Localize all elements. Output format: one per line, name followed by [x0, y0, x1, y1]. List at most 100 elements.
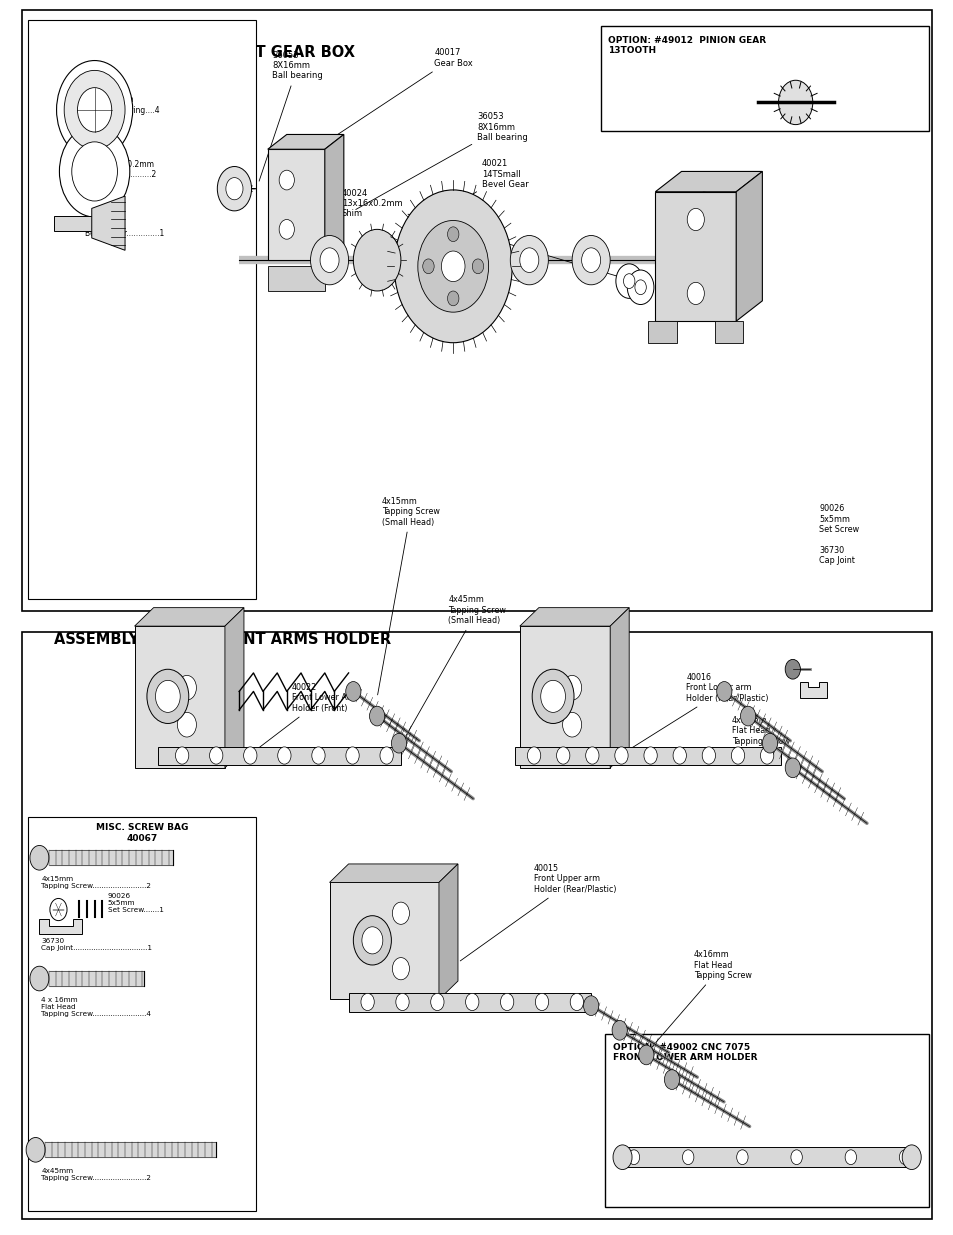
Text: 40015
Front Upper arm
Holder (Rear/Plastic): 40015 Front Upper arm Holder (Rear/Plast…	[459, 864, 616, 961]
Text: OPTION: #49012  PINION GEAR
13TOOTH: OPTION: #49012 PINION GEAR 13TOOTH	[608, 36, 765, 56]
Circle shape	[527, 747, 540, 764]
Text: 4x16mm
Flat Head
Tapping Screw: 4x16mm Flat Head Tapping Screw	[649, 950, 751, 1050]
Circle shape	[77, 88, 112, 132]
Circle shape	[663, 1070, 679, 1089]
Circle shape	[899, 1150, 910, 1165]
Bar	[605, 1034, 928, 1207]
Circle shape	[585, 747, 598, 764]
Polygon shape	[225, 608, 244, 768]
Bar	[714, 321, 742, 343]
Bar	[647, 321, 676, 343]
Text: 36730
Cap Joint: 36730 Cap Joint	[819, 546, 855, 566]
Circle shape	[147, 669, 189, 724]
Text: Use shims to adjust gear
mesh.: Use shims to adjust gear mesh.	[362, 248, 467, 267]
Circle shape	[392, 902, 409, 924]
Circle shape	[56, 61, 132, 159]
Polygon shape	[736, 172, 761, 321]
Text: 4 x 16mm
Flat Head
Tapping Screw........................4: 4 x 16mm Flat Head Tapping Screw........…	[41, 997, 152, 1018]
Circle shape	[392, 957, 409, 979]
Circle shape	[346, 747, 359, 764]
Circle shape	[639, 1045, 653, 1065]
Circle shape	[623, 274, 635, 289]
Circle shape	[210, 747, 223, 764]
Bar	[28, 20, 256, 599]
Polygon shape	[329, 883, 438, 999]
Circle shape	[30, 846, 49, 871]
Circle shape	[701, 747, 715, 764]
Circle shape	[422, 259, 434, 274]
Circle shape	[628, 1150, 639, 1165]
Text: 90026
5x5mm
Set Screw.......1: 90026 5x5mm Set Screw.......1	[108, 893, 164, 914]
Circle shape	[500, 993, 514, 1010]
Circle shape	[71, 142, 117, 201]
Circle shape	[532, 669, 574, 724]
Circle shape	[430, 993, 443, 1010]
Text: 40017
Gear Box: 40017 Gear Box	[317, 48, 473, 148]
Circle shape	[761, 734, 777, 753]
Circle shape	[441, 251, 464, 282]
Circle shape	[361, 926, 382, 953]
Text: 40024
13x16x0.2mm
Shim..............2: 40024 13x16x0.2mm Shim..............2	[99, 149, 156, 179]
Circle shape	[556, 747, 569, 764]
Circle shape	[510, 236, 548, 285]
Bar	[53, 216, 91, 231]
Text: 36053
8X16mm
Ball bearing....4: 36053 8X16mm Ball bearing....4	[99, 85, 160, 115]
Circle shape	[30, 966, 49, 990]
Circle shape	[562, 676, 581, 700]
Circle shape	[447, 291, 458, 306]
Circle shape	[686, 283, 703, 305]
Text: 36730
Cap Joint.................................1: 36730 Cap Joint.........................…	[41, 937, 152, 951]
Circle shape	[760, 747, 773, 764]
Text: 4x45mm
Tapping Screw
(Small Head): 4x45mm Tapping Screw (Small Head)	[397, 595, 506, 751]
Circle shape	[369, 706, 384, 726]
Circle shape	[243, 747, 256, 764]
Text: OPTION: #49002 CNC 7075
FRONT LOWER ARM HOLDER: OPTION: #49002 CNC 7075 FRONT LOWER ARM …	[613, 1042, 757, 1062]
Circle shape	[673, 747, 685, 764]
Circle shape	[844, 1150, 856, 1165]
Bar	[22, 10, 931, 611]
Circle shape	[635, 280, 645, 295]
Polygon shape	[438, 864, 457, 999]
Circle shape	[784, 659, 800, 679]
Circle shape	[319, 248, 338, 273]
Circle shape	[345, 682, 360, 701]
Bar	[619, 1147, 914, 1167]
Circle shape	[790, 1150, 801, 1165]
Circle shape	[360, 993, 374, 1010]
Circle shape	[562, 713, 581, 737]
Circle shape	[394, 190, 512, 343]
Circle shape	[535, 993, 548, 1010]
Circle shape	[50, 898, 67, 920]
Text: ASSEMBLY OF THE FRONT GEAR BOX: ASSEMBLY OF THE FRONT GEAR BOX	[53, 44, 355, 59]
Circle shape	[26, 1137, 45, 1162]
Circle shape	[226, 178, 243, 200]
Polygon shape	[268, 149, 324, 261]
Polygon shape	[134, 626, 225, 768]
Circle shape	[616, 264, 641, 299]
Polygon shape	[800, 682, 826, 698]
Text: 40022
Front Lower Arm
Holder (Front): 40022 Front Lower Arm Holder (Front)	[251, 683, 357, 753]
Text: 40024
13x16x0.2mm
Shim: 40024 13x16x0.2mm Shim	[341, 189, 631, 280]
Circle shape	[465, 993, 478, 1010]
Circle shape	[740, 706, 755, 726]
Polygon shape	[91, 196, 125, 251]
Bar	[22, 632, 931, 1219]
Text: 4x16mm
Flat Head
Tapping Screw: 4x16mm Flat Head Tapping Screw	[731, 716, 789, 757]
Circle shape	[519, 248, 538, 273]
Circle shape	[177, 713, 196, 737]
Circle shape	[395, 993, 409, 1010]
Circle shape	[279, 220, 294, 240]
Polygon shape	[655, 191, 736, 321]
Circle shape	[613, 1145, 632, 1170]
Circle shape	[540, 680, 565, 713]
Circle shape	[279, 170, 294, 190]
Circle shape	[778, 80, 812, 125]
Circle shape	[581, 248, 600, 273]
Circle shape	[64, 70, 125, 149]
Text: 90026
5x5mm
Set Screw: 90026 5x5mm Set Screw	[819, 504, 859, 534]
Text: 40021
14TSmall
Bevel Gear: 40021 14TSmall Bevel Gear	[389, 159, 528, 246]
Polygon shape	[324, 135, 343, 261]
Polygon shape	[610, 608, 629, 768]
Circle shape	[686, 209, 703, 231]
Circle shape	[731, 747, 744, 764]
